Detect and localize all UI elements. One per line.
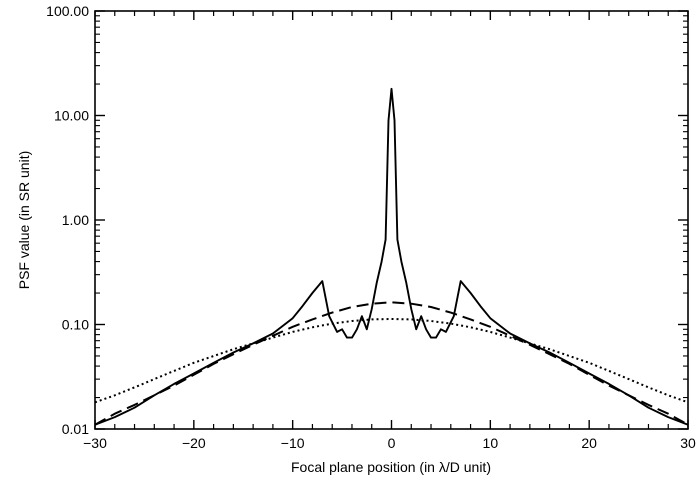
y-tick-label: 10.00: [54, 108, 89, 124]
series-line-dotted: [94, 318, 689, 404]
x-axis-title: Focal plane position (in λ/D unit): [291, 459, 491, 475]
y-tick-label: 0.10: [62, 317, 89, 333]
series-line-dashed: [94, 301, 689, 426]
x-tick-label: −30: [83, 435, 107, 451]
x-tick-label: 10: [483, 435, 499, 451]
series-lines: [94, 87, 689, 426]
x-tick-label: 20: [581, 435, 597, 451]
y-axis-title: PSF value (in SR unit): [16, 151, 32, 290]
series-line-solid: [94, 87, 689, 426]
x-tick-label: 30: [680, 435, 696, 451]
x-tick-label: −10: [281, 435, 305, 451]
x-tick-label: −20: [182, 435, 206, 451]
y-tick-label: 1.00: [62, 212, 89, 228]
tick-labels: −30 −20 −10 0 10 20 30 0.01 0.10 1.00 10.00 100.00: [46, 3, 696, 451]
y-tick-label: 100.00: [46, 3, 89, 19]
y-tick-label: 0.01: [62, 421, 89, 437]
x-tick-label: 0: [388, 435, 396, 451]
